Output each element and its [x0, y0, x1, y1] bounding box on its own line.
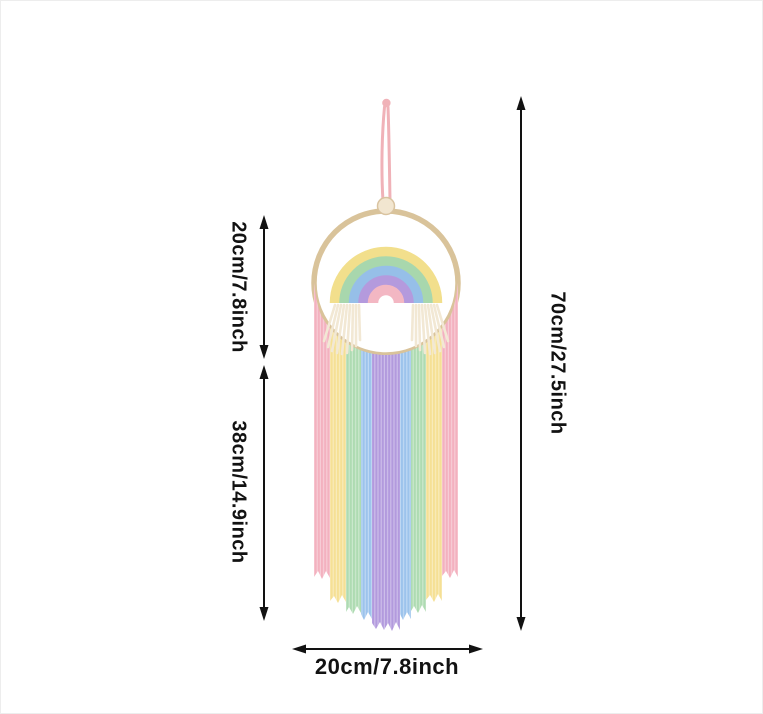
rainbow-arc-blue [348, 265, 424, 304]
cord-knot [382, 98, 391, 108]
rainbow-arc-purple [358, 275, 414, 304]
rainbow-tassel-right [410, 303, 450, 356]
rainbow-arc-yellow [329, 246, 443, 304]
dimension-lines [263, 108, 522, 650]
dim-label-fringe-section: 38cm/14.9inch [227, 420, 250, 564]
rainbow-end-tassels [322, 303, 450, 356]
hanging-cord [380, 105, 392, 203]
rainbow-arc-pink [367, 284, 405, 304]
macrame-rainbow [329, 246, 443, 304]
dimension-arrowheads [259, 96, 526, 654]
rainbow-arc-green [339, 256, 433, 304]
wooden-bead [376, 196, 396, 216]
dim-label-total-height: 70cm/27.5inch [546, 291, 569, 435]
dim-label-hoop-section: 20cm/7.8inch [227, 221, 250, 353]
dim-label-width: 20cm/7.8inch [314, 654, 460, 679]
rainbow-tassel-left [322, 303, 362, 356]
